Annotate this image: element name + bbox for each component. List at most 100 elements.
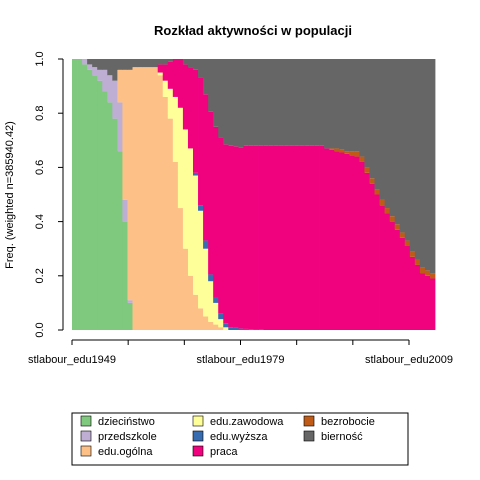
bar-segment-6-70: [424, 270, 431, 276]
bar-segment-1-10: [122, 199, 128, 222]
chart-title: Rozkład aktywności w populacji: [154, 23, 352, 38]
bar-segment-7-52: [334, 59, 340, 149]
legend-swatch-5: [192, 445, 204, 457]
bar-segment-3-24: [193, 175, 199, 295]
bar-segment-7-66: [404, 59, 411, 241]
bar-segment-4-36: [253, 329, 259, 330]
legend-label-0: dzieciństwo: [98, 416, 155, 428]
bar-segment-7-23: [187, 59, 194, 68]
bar-segment-4-35: [248, 329, 254, 330]
bar-segment-5-59: [369, 183, 375, 330]
bar-segment-3-28: [213, 302, 219, 325]
bar-segment-7-6: [102, 59, 108, 70]
bar-segment-5-63: [389, 221, 396, 330]
bar-segment-5-20: [172, 59, 179, 97]
bar-segment-3-25: [198, 210, 204, 309]
bar-segment-0-11: [127, 302, 133, 330]
legend-label-3: edu.zawodowa: [210, 416, 284, 428]
bar-segment-2-16: [152, 67, 159, 330]
bar-segment-7-45: [298, 59, 305, 146]
bar-segment-1-4: [92, 67, 98, 76]
y-tick-label-5: 1.0: [34, 51, 46, 66]
bar-segment-2-25: [198, 308, 204, 330]
bar-segment-7-3: [87, 59, 93, 65]
bar-segment-4-26: [203, 240, 209, 249]
bar-segment-6-53: [339, 149, 345, 153]
bar-segment-0-4: [92, 75, 98, 330]
bar-segment-6-54: [344, 151, 350, 154]
bar-segment-7-53: [339, 59, 345, 150]
bar-segment-5-40: [273, 145, 280, 330]
bar-segment-7-55: [349, 59, 355, 152]
bar-segment-7-11: [127, 59, 133, 70]
bar-segment-2-21: [177, 208, 184, 330]
bar-segment-7-59: [369, 59, 375, 179]
bar-segment-7-58: [364, 59, 370, 168]
bar-segment-5-29: [218, 137, 224, 314]
bar-segment-7-36: [253, 59, 259, 146]
bar-segment-3-27: [208, 281, 214, 322]
bar-segment-7-47: [308, 59, 315, 146]
bar-segment-2-10: [122, 69, 128, 200]
bar-segment-4-25: [198, 205, 204, 211]
bar-segment-5-58: [364, 172, 370, 330]
legend-label-6: bezrobocie: [321, 416, 375, 428]
bar-segment-5-46: [303, 145, 310, 330]
bar-segment-6-59: [369, 178, 375, 184]
bar-segment-7-27: [208, 59, 214, 112]
bar-segment-7-16: [152, 59, 159, 68]
bar-segment-0-3: [87, 69, 93, 330]
bar-segment-6-51: [329, 148, 335, 150]
legend-swatch-1: [80, 430, 92, 442]
bar-segment-3-21: [177, 107, 184, 209]
bar-segment-0-2: [82, 64, 88, 331]
bar-segment-6-60: [374, 189, 380, 195]
bar-segment-5-24: [193, 69, 199, 173]
y-axis: 0.0 0.2 0.4 0.6 0.8 1.0: [34, 51, 64, 338]
bar-segment-7-18: [162, 59, 169, 65]
bar-segment-4-33: [238, 328, 244, 330]
bar-segment-7-61: [379, 59, 385, 200]
bar-segment-2-17: [157, 75, 164, 330]
bar-segment-0-1: [77, 59, 83, 330]
bar-segment-6-58: [364, 167, 370, 173]
bar-segment-6-56: [354, 151, 360, 157]
bar-segment-2-20: [172, 161, 179, 330]
bar-segment-4-31: [228, 327, 234, 330]
bar-segment-2-26: [203, 316, 209, 330]
bar-segment-7-64: [394, 59, 401, 225]
bar-segment-5-18: [162, 64, 169, 81]
bar-segment-5-60: [374, 194, 380, 330]
bar-segment-7-39: [268, 59, 275, 146]
bar-segment-2-9: [117, 69, 123, 103]
bar-segment-7-7: [107, 59, 113, 76]
legend-label-1: przedszkole: [98, 431, 157, 443]
bar-segment-1-8: [112, 80, 118, 119]
bar-segment-7-49: [319, 59, 325, 146]
bar-segment-5-23: [187, 67, 194, 149]
legend-label-5: praca: [210, 446, 238, 458]
bar-segment-7-50: [324, 59, 330, 149]
bar-segment-6-65: [399, 232, 406, 238]
bar-segment-5-22: [182, 64, 189, 130]
bar-segment-5-55: [349, 155, 355, 330]
bar-segment-0-0: [72, 59, 78, 330]
legend-label-4: edu.wyższa: [210, 431, 268, 443]
bar-segment-1-11: [127, 300, 133, 303]
bar-segment-7-54: [344, 59, 350, 152]
y-tick-label-1: 0.2: [34, 268, 46, 283]
bar-segment-2-14: [142, 67, 149, 330]
bar-segment-3-19: [167, 88, 174, 119]
bar-segment-4-28: [213, 297, 219, 303]
bar-segment-5-52: [334, 151, 340, 330]
x-tick-label-2: stlabour_edu2009: [365, 354, 453, 366]
bar-segment-7-71: [429, 59, 436, 274]
bar-segment-0-10: [122, 221, 128, 330]
bar-segment-7-22: [182, 59, 189, 65]
bar-segment-2-18: [162, 96, 169, 330]
bar-segment-7-28: [213, 59, 219, 127]
bar-segment-7-41: [278, 59, 285, 146]
bar-segment-5-71: [429, 278, 436, 330]
bar-segment-7-9: [117, 59, 123, 70]
